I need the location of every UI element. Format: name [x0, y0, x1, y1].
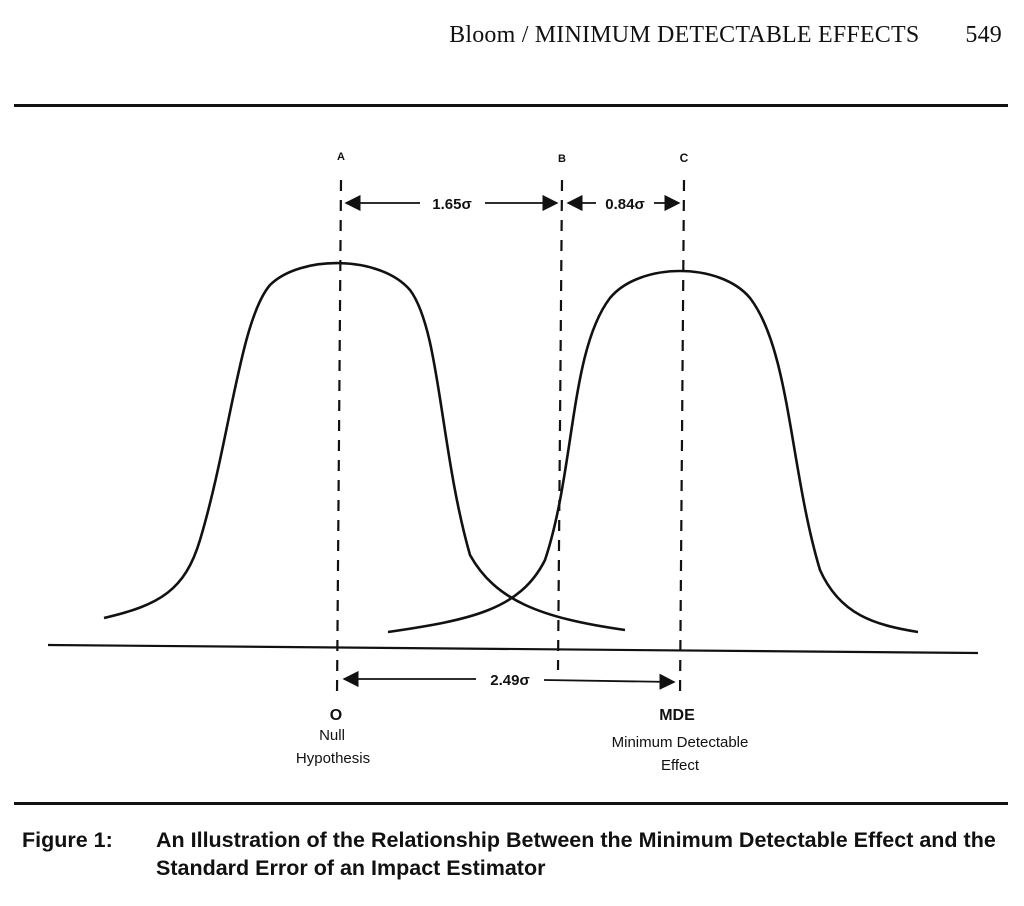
alternative-distribution-curve	[387, 269, 919, 634]
marker-c: C	[680, 151, 689, 165]
running-header: Bloom / MINIMUM DETECTABLE EFFECTS 549	[0, 22, 1002, 49]
mde-figure: A B C 1.65σ 0.84σ 2.49σ O Null Hypothesi…	[47, 151, 979, 774]
arrow-zero-to-mde-right	[543, 673, 676, 690]
top-rule	[14, 104, 1008, 107]
distance-a-to-b: 1.65σ	[432, 196, 471, 213]
label-hypothesis: Hypothesis	[296, 750, 370, 767]
label-mde: MDE	[659, 707, 695, 724]
marker-b: B	[558, 153, 566, 165]
vertical-line-b	[556, 179, 564, 671]
running-title: Bloom / MINIMUM DETECTABLE EFFECTS	[449, 22, 920, 48]
label-zero: O	[330, 707, 342, 724]
label-null: Null	[319, 727, 345, 744]
vertical-line-c	[678, 179, 686, 696]
bottom-rule	[14, 802, 1008, 805]
horizontal-axis	[47, 643, 979, 655]
label-effect: Effect	[661, 757, 700, 774]
caption-label: Figure 1:	[22, 828, 113, 852]
caption-text: An Illustration of the Relationship Betw…	[156, 828, 996, 880]
vertical-line-a	[335, 179, 343, 696]
null-distribution-curve	[103, 261, 626, 632]
marker-a: A	[337, 151, 345, 163]
distance-zero-to-mde: 2.49σ	[490, 672, 529, 689]
page-number: 549	[965, 22, 1002, 48]
distance-b-to-c: 0.84σ	[605, 196, 644, 213]
label-minimum-detectable: Minimum Detectable	[612, 734, 749, 751]
